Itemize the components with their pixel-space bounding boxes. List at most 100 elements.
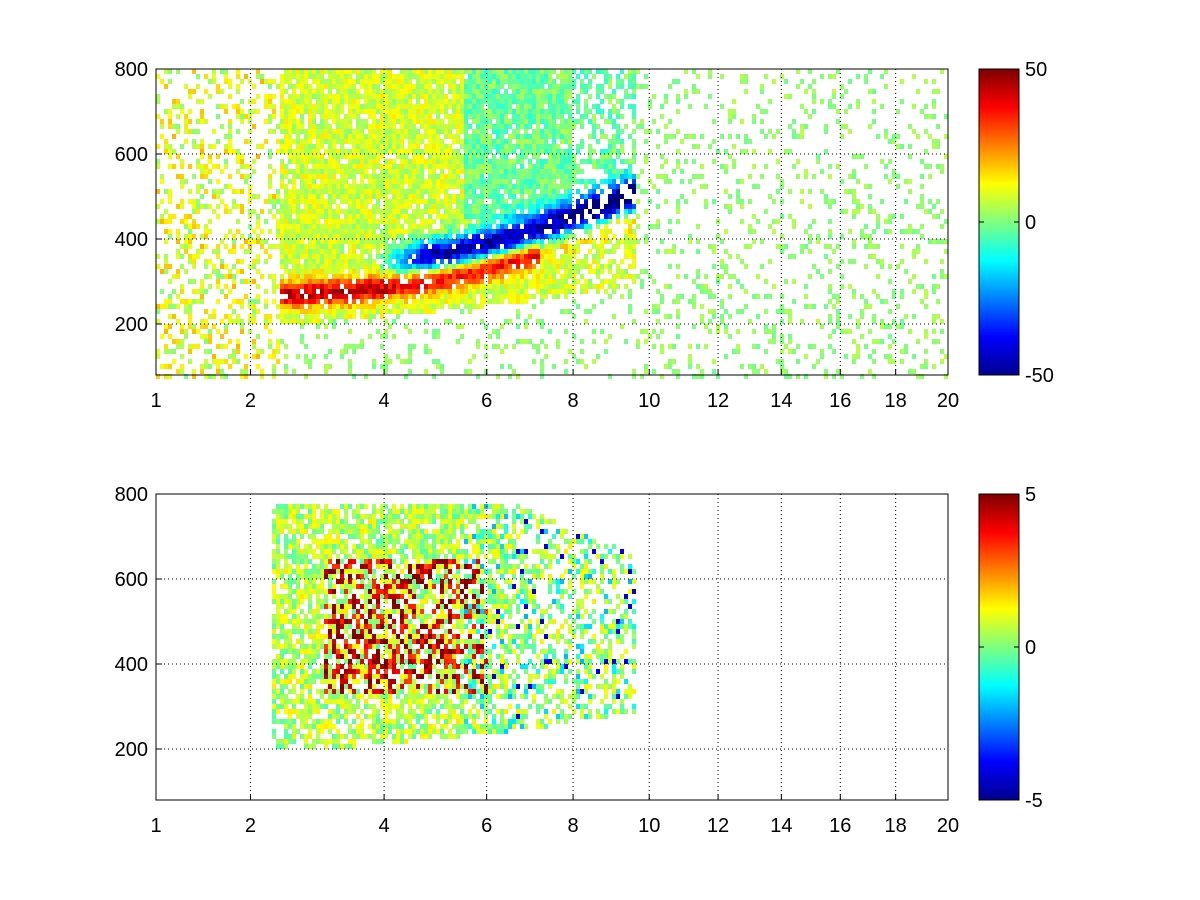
heatmap-cell: [636, 199, 640, 204]
heatmap-cell: [420, 119, 424, 124]
heatmap-cell: [452, 224, 456, 229]
heatmap-cell: [720, 239, 724, 244]
heatmap-cell: [524, 134, 528, 139]
heatmap-cell: [384, 239, 388, 244]
heatmap-cell: [244, 369, 248, 374]
heatmap-cell: [764, 109, 768, 114]
heatmap-cell: [540, 244, 544, 249]
heatmap-cell: [292, 154, 296, 159]
heatmap-cell: [576, 74, 580, 79]
heatmap-cell: [352, 244, 356, 249]
heatmap-cell: [588, 309, 592, 314]
heatmap-cell: [444, 179, 448, 184]
heatmap-cell: [280, 144, 284, 149]
heatmap-cell: [508, 249, 512, 254]
heatmap-cell: [220, 89, 224, 94]
heatmap-cell: [728, 194, 732, 199]
heatmap-cell: [532, 154, 536, 159]
heatmap-cell: [204, 334, 208, 339]
heatmap-cell: [164, 69, 168, 74]
heatmap-cell: [532, 144, 536, 149]
heatmap-cell: [624, 239, 628, 244]
heatmap-cell: [556, 99, 560, 104]
heatmap-cell: [380, 264, 384, 269]
heatmap-cell: [352, 239, 356, 244]
heatmap-cell: [816, 269, 820, 274]
heatmap-cell: [456, 239, 460, 244]
heatmap-cell: [396, 354, 400, 359]
heatmap-cell: [336, 129, 340, 134]
heatmap-cell: [572, 99, 576, 104]
heatmap-cell: [504, 89, 508, 94]
heatmap-cell: [512, 119, 516, 124]
heatmap-cell: [492, 344, 496, 349]
heatmap-cell: [364, 214, 368, 219]
heatmap-cell: [408, 84, 412, 89]
heatmap-cell: [312, 239, 316, 244]
heatmap-cell: [204, 374, 208, 379]
heatmap-cell: [480, 69, 484, 74]
heatmap-cell: [296, 274, 300, 279]
heatmap-cell: [284, 244, 288, 249]
heatmap-cell: [216, 89, 220, 94]
heatmap-cell: [432, 289, 436, 294]
heatmap-cell: [596, 194, 600, 199]
heatmap-cell: [564, 139, 568, 144]
heatmap-cell: [460, 159, 464, 164]
heatmap-cell: [676, 129, 680, 134]
heatmap-cell: [528, 79, 532, 84]
heatmap-cell: [428, 109, 432, 114]
heatmap-cell: [300, 129, 304, 134]
heatmap-cell: [616, 199, 620, 204]
heatmap-cell: [500, 204, 504, 209]
heatmap-cell: [504, 289, 508, 294]
heatmap-cell: [376, 239, 380, 244]
heatmap-cell: [384, 104, 388, 109]
heatmap-cell: [452, 194, 456, 199]
heatmap-cell: [428, 169, 432, 174]
heatmap-cell: [368, 244, 372, 249]
heatmap-cell: [168, 374, 172, 379]
heatmap-cell: [460, 324, 464, 329]
heatmap-cell: [624, 254, 628, 259]
heatmap-cell: [464, 154, 468, 159]
heatmap-cell: [564, 294, 568, 299]
heatmap-cell: [572, 279, 576, 284]
heatmap-cell: [356, 244, 360, 249]
heatmap-cell: [676, 99, 680, 104]
heatmap-cell: [396, 234, 400, 239]
heatmap-cell: [428, 139, 432, 144]
heatmap-cell: [620, 104, 624, 109]
heatmap-cell: [372, 359, 376, 364]
heatmap-cell: [284, 309, 288, 314]
heatmap-cell: [444, 214, 448, 219]
heatmap-cell: [236, 104, 240, 109]
heatmap-cell: [736, 199, 740, 204]
heatmap-cell: [348, 154, 352, 159]
heatmap-cell: [556, 189, 560, 194]
heatmap-cell: [480, 134, 484, 139]
heatmap-cell: [388, 254, 392, 259]
heatmap-cell: [268, 314, 272, 319]
heatmap-cell: [312, 254, 316, 259]
heatmap-cell: [316, 309, 320, 314]
heatmap-cell: [396, 314, 400, 319]
heatmap-cell: [412, 289, 416, 294]
heatmap-cell: [424, 259, 428, 264]
heatmap-cell: [200, 139, 204, 144]
heatmap-cell: [288, 124, 292, 129]
heatmap-cell: [316, 259, 320, 264]
heatmap-cell: [632, 219, 636, 224]
heatmap-cell: [544, 169, 548, 174]
heatmap-cell: [556, 129, 560, 134]
heatmap-cell: [184, 219, 188, 224]
heatmap-cell: [668, 249, 672, 254]
heatmap-cell: [452, 294, 456, 299]
heatmap-cell: [404, 239, 408, 244]
heatmap-cell: [420, 114, 424, 119]
heatmap-cell: [308, 159, 312, 164]
heatmap-cell: [436, 364, 440, 369]
heatmap-cell: [464, 204, 468, 209]
heatmap-cell: [368, 144, 372, 149]
heatmap-cell: [364, 244, 368, 249]
